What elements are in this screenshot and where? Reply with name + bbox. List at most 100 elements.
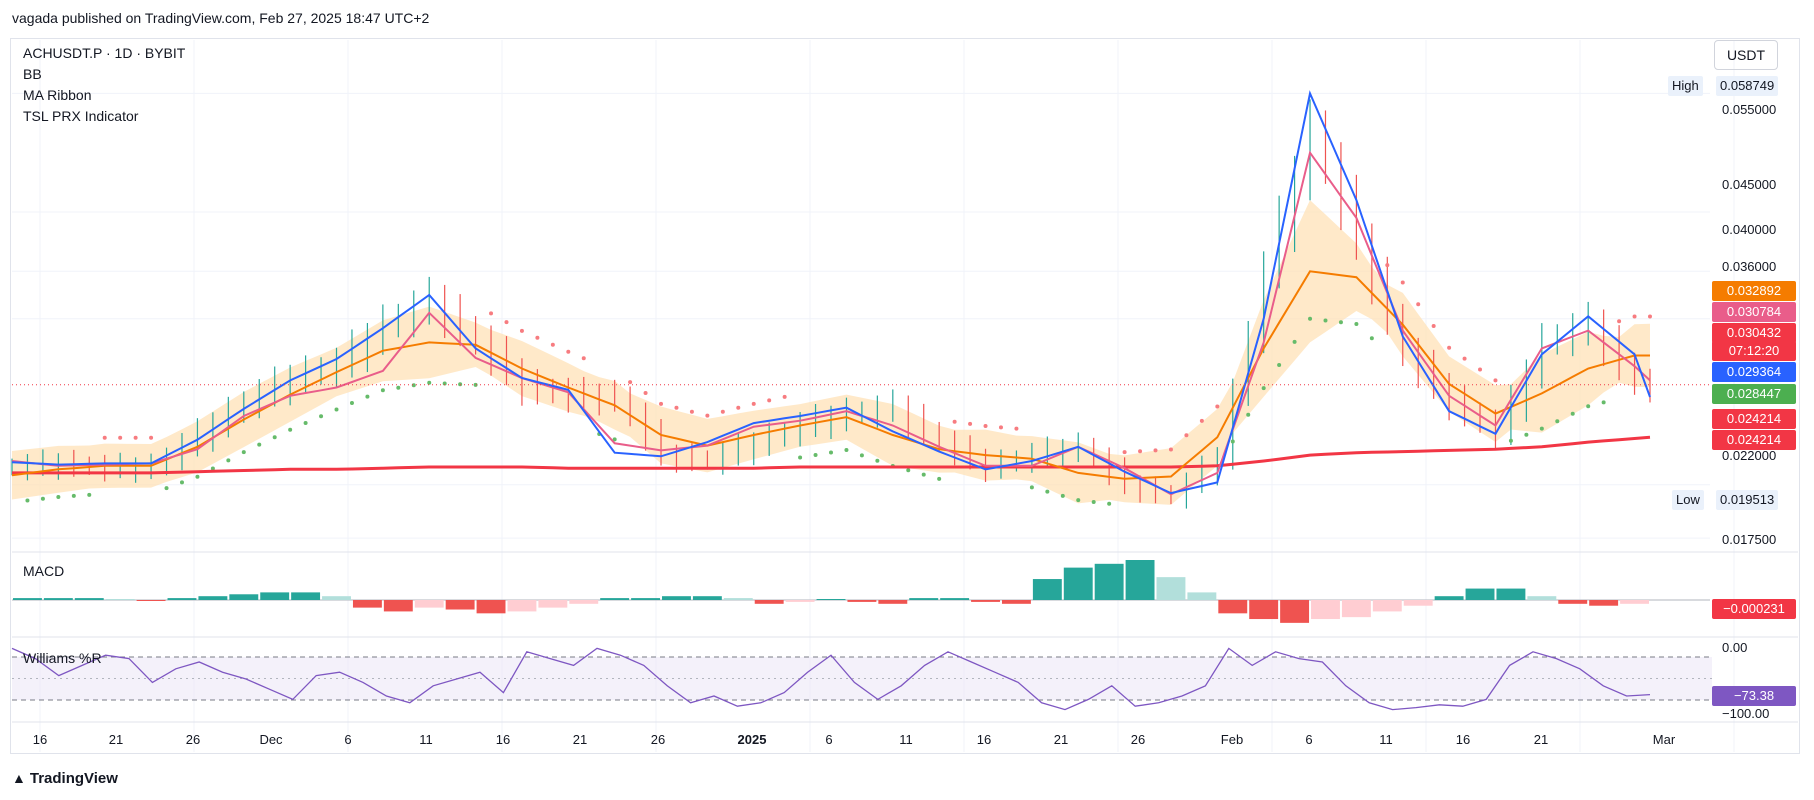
macd-bar	[1558, 600, 1588, 604]
high-value-text: 0.058749	[1720, 78, 1775, 93]
macd-bar	[445, 600, 475, 610]
x-axis-tick: Mar	[1652, 732, 1676, 747]
psar-dot	[1277, 362, 1282, 367]
x-axis-tick: 6	[1305, 732, 1313, 747]
psar-dot	[1385, 263, 1390, 268]
x-axis-tick: 6	[344, 732, 352, 747]
macd-bar	[940, 598, 970, 600]
macd-bar	[1063, 567, 1093, 600]
tradingview-logo-icon: ▲	[12, 770, 26, 786]
legend-indicator-bb[interactable]: BB	[23, 66, 42, 82]
macd-bar	[291, 592, 321, 600]
tradingview-logo[interactable]: ▲ TradingView	[12, 770, 118, 787]
psar-dot	[983, 424, 988, 429]
psar-dot	[1478, 367, 1483, 372]
macd-bar	[1156, 577, 1186, 600]
macd-bar	[1372, 600, 1402, 612]
williams-band	[12, 657, 1712, 700]
psar-dot	[179, 480, 184, 485]
psar-dot	[118, 435, 123, 440]
macd-bar	[229, 594, 259, 600]
legend-indicator-ma-ribbon[interactable]: MA Ribbon	[23, 87, 92, 103]
macd-bar	[1311, 600, 1340, 620]
psar-dot	[612, 437, 617, 442]
psar-dot	[1508, 438, 1513, 443]
psar-dot	[71, 493, 76, 498]
legend-indicator-tsl-prx[interactable]: TSL PRX Indicator	[23, 108, 139, 124]
psar-dot	[133, 435, 138, 440]
psar-dot	[767, 398, 772, 403]
psar-dot	[906, 468, 911, 473]
psar-dot	[519, 328, 524, 333]
psar-dot	[921, 472, 926, 477]
psar-dot	[102, 435, 107, 440]
price-tag-last: 0.030432	[1712, 323, 1796, 343]
published-header: vagada published on TradingView.com, Feb…	[12, 10, 430, 26]
psar-dot	[257, 442, 262, 447]
series-line-ma-slow	[12, 435, 1651, 475]
macd-bar	[723, 598, 753, 600]
macd-pane-title[interactable]: MACD	[23, 563, 65, 579]
macd-bar	[352, 600, 382, 608]
x-axis-tick: 21	[108, 732, 124, 747]
series-line-ma-fast	[11, 90, 1651, 495]
x-axis-tick: 6	[825, 732, 833, 747]
series-line-ma-mid	[11, 150, 1651, 496]
psar-dot	[349, 401, 354, 406]
psar-dot	[1199, 418, 1204, 423]
price-tag-ma-fast: 0.029364	[1712, 362, 1796, 382]
psar-dot	[380, 388, 385, 393]
williams-value-tag: −73.38	[1712, 686, 1796, 706]
macd-bar	[1032, 579, 1062, 600]
macd-bar	[105, 599, 135, 600]
macd-bar	[785, 600, 815, 602]
macd-bar	[816, 599, 846, 600]
psar-dot	[396, 385, 401, 390]
psar-dot	[782, 394, 787, 399]
psar-dot	[226, 458, 231, 463]
chart-frame[interactable]	[10, 38, 1800, 754]
macd-bar	[662, 596, 691, 600]
price-axis-tick: 0.036000	[1722, 259, 1777, 274]
psar-dot	[288, 427, 293, 432]
psar-dot	[1168, 447, 1173, 452]
price-tag-ma-slow: 0.024214	[1712, 409, 1796, 429]
x-axis-tick: Dec	[259, 732, 283, 747]
macd-bar	[13, 598, 42, 600]
psar-dot	[566, 349, 571, 354]
x-axis-tick: 11	[1379, 732, 1393, 747]
price-axis-tick: 0.017500	[1722, 532, 1777, 547]
psar-dot	[1184, 433, 1189, 438]
macd-bar	[1001, 600, 1031, 604]
psar-dot	[1122, 450, 1127, 455]
psar-dot	[303, 420, 308, 425]
williams-pane-title[interactable]: Williams %R	[23, 650, 102, 666]
x-axis-tick: 21	[1533, 732, 1549, 747]
x-axis-tick: 16	[976, 732, 992, 747]
macd-bar	[167, 598, 197, 600]
psar-dot	[442, 381, 447, 386]
psar-dot	[1029, 485, 1034, 490]
psar-dot	[813, 452, 818, 457]
psar-dot	[1539, 426, 1544, 431]
bb-band	[12, 200, 1650, 505]
macd-bar	[1403, 600, 1433, 606]
psar-dot	[164, 486, 169, 491]
williams-axis-bottom: −100.00	[1722, 706, 1770, 721]
williams-r-line	[11, 647, 1651, 711]
macd-bar	[909, 598, 939, 600]
psar-dot	[473, 382, 478, 387]
x-axis-tick: 21	[572, 732, 588, 747]
legend-symbol[interactable]: ACHUSDT.P · 1D · BYBIT	[23, 45, 186, 61]
macd-bar	[1527, 596, 1557, 600]
psar-dot	[550, 342, 555, 347]
low-value: 0.019513	[1716, 490, 1779, 510]
macd-bar	[692, 596, 722, 600]
macd-bar	[538, 600, 568, 608]
psar-dot	[1400, 280, 1405, 285]
currency-unit-button[interactable]: USDT	[1714, 40, 1778, 70]
macd-bar	[1218, 600, 1248, 614]
price-axis-tick: 0.040000	[1722, 222, 1777, 237]
psar-dot	[334, 407, 339, 412]
